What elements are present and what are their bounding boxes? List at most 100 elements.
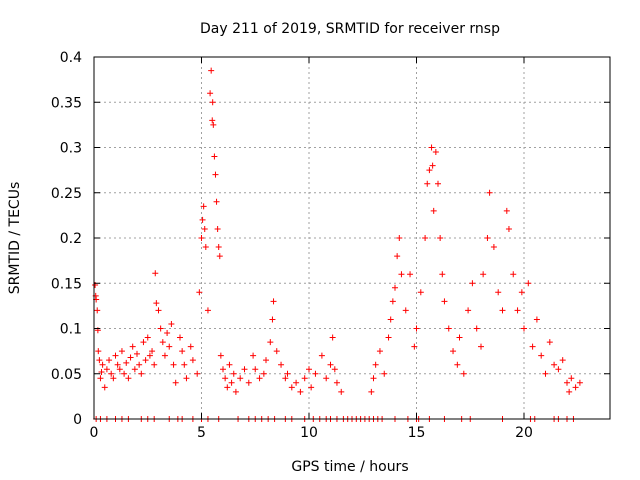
data-point (134, 350, 140, 357)
data-point (99, 361, 106, 368)
data-point (398, 271, 405, 278)
data-point (422, 235, 429, 241)
data-point (439, 271, 446, 278)
data-point (270, 298, 277, 305)
data-point (129, 343, 136, 350)
data-point (576, 379, 583, 386)
data-point (394, 253, 401, 260)
data-point (198, 235, 205, 241)
data-point (125, 375, 132, 382)
data-points (92, 67, 583, 422)
data-point (381, 370, 388, 377)
data-point (97, 375, 104, 382)
data-point (196, 289, 203, 296)
data-point (568, 375, 575, 382)
data-point (308, 384, 315, 391)
data-point (333, 379, 340, 386)
data-point (172, 379, 179, 386)
data-point (260, 370, 267, 377)
data-point (101, 384, 108, 391)
x-tick-label: 15 (408, 425, 426, 441)
data-point (256, 375, 263, 382)
data-point (478, 343, 484, 350)
y-tick-label: 0.4 (60, 50, 82, 66)
data-point (201, 225, 208, 232)
x-tick-label: 20 (515, 425, 533, 441)
data-point (241, 366, 248, 373)
data-point (230, 370, 237, 377)
data-point (187, 343, 194, 350)
data-point (149, 348, 156, 355)
data-point (407, 271, 414, 278)
data-point (209, 99, 216, 106)
data-point (151, 361, 158, 368)
data-point (183, 375, 190, 382)
data-point (112, 352, 119, 359)
data-point (161, 352, 168, 359)
data-point (454, 361, 461, 368)
data-point (98, 368, 105, 375)
data-point (189, 357, 196, 364)
y-tick-label: 0.35 (51, 95, 82, 111)
y-tick-label: 0.15 (51, 276, 82, 292)
data-point (155, 307, 162, 314)
data-point (164, 330, 171, 337)
data-point (146, 352, 153, 359)
data-point (96, 357, 103, 364)
data-point (144, 334, 151, 341)
data-point (521, 325, 527, 332)
data-point (208, 67, 215, 74)
data-point (278, 361, 285, 368)
data-point (232, 388, 239, 395)
data-point (445, 325, 452, 332)
data-point (331, 366, 338, 373)
data-point (338, 388, 345, 395)
data-point (216, 253, 223, 260)
y-tick-label: 0.25 (51, 186, 82, 202)
data-point (108, 370, 115, 377)
data-point (413, 325, 420, 332)
data-point (392, 284, 398, 291)
data-point (441, 298, 448, 305)
data-point (297, 388, 304, 395)
data-point (152, 270, 159, 277)
data-point (426, 167, 433, 174)
data-point (370, 375, 377, 382)
data-point (106, 357, 113, 364)
data-point (435, 180, 441, 187)
data-point (202, 244, 209, 251)
data-point (177, 334, 183, 341)
data-point (211, 153, 218, 160)
data-point (460, 370, 467, 377)
data-point (226, 361, 233, 368)
data-point (153, 300, 160, 307)
data-point (555, 366, 562, 373)
data-point (518, 289, 525, 296)
data-point (250, 352, 257, 359)
data-point (417, 289, 424, 296)
data-point (301, 375, 308, 382)
data-point (402, 307, 409, 314)
data-point (542, 370, 549, 377)
y-tick-label: 0.2 (60, 231, 82, 247)
data-point (222, 375, 229, 382)
axis-ticks: 0 5 10 15 20 0 0.05 0.1 0.15 0.2 0.25 0.3 0.35 0.4 (51, 50, 610, 441)
data-point (194, 370, 201, 377)
data-point (131, 366, 138, 373)
data-point (318, 352, 325, 359)
data-point (376, 348, 383, 355)
data-point (179, 348, 186, 355)
data-point (293, 379, 300, 386)
data-point (140, 339, 147, 346)
data-point (204, 307, 211, 314)
data-point (214, 225, 221, 232)
data-point (217, 352, 224, 359)
data-point (159, 339, 166, 346)
data-point (252, 366, 259, 373)
data-point (546, 339, 553, 346)
data-point (157, 325, 164, 332)
data-point (329, 334, 336, 341)
data-point (94, 307, 101, 314)
data-point (473, 325, 480, 332)
data-point (495, 289, 502, 296)
